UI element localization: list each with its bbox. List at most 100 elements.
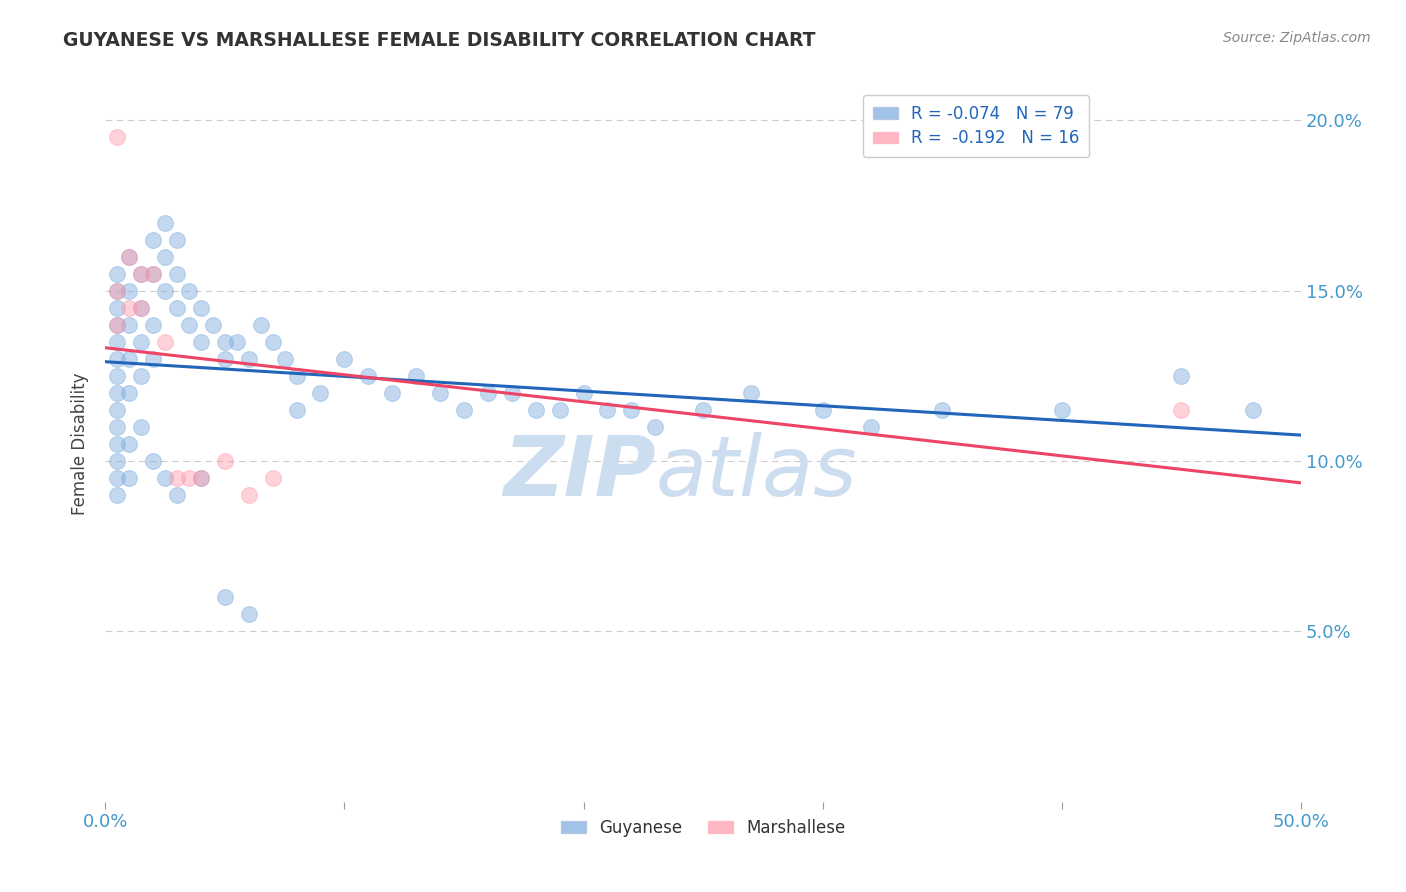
Point	[105, 318, 128, 332]
Point	[1241, 403, 1264, 417]
Point	[238, 351, 260, 366]
Point	[118, 250, 141, 264]
Point	[166, 267, 188, 281]
Point	[214, 351, 236, 366]
Point	[548, 403, 571, 417]
Point	[118, 301, 141, 315]
Point	[190, 301, 212, 315]
Point	[129, 301, 152, 315]
Point	[105, 284, 128, 298]
Point	[105, 437, 128, 451]
Point	[153, 471, 176, 485]
Point	[118, 437, 141, 451]
Point	[129, 334, 152, 349]
Point	[105, 284, 128, 298]
Point	[225, 334, 247, 349]
Point	[118, 318, 141, 332]
Point	[153, 216, 176, 230]
Point	[285, 403, 308, 417]
Point	[129, 267, 152, 281]
Y-axis label: Female Disability: Female Disability	[72, 373, 89, 516]
Point	[859, 420, 882, 434]
Point	[118, 351, 141, 366]
Point	[166, 471, 188, 485]
Point	[105, 334, 128, 349]
Point	[166, 301, 188, 315]
Point	[524, 403, 547, 417]
Point	[166, 488, 188, 502]
Point	[692, 403, 714, 417]
Point	[153, 334, 176, 349]
Point	[501, 385, 523, 400]
Point	[931, 403, 953, 417]
Point	[105, 368, 128, 383]
Point	[405, 368, 427, 383]
Point	[105, 454, 128, 468]
Text: GUYANESE VS MARSHALLESE FEMALE DISABILITY CORRELATION CHART: GUYANESE VS MARSHALLESE FEMALE DISABILIT…	[63, 31, 815, 50]
Point	[105, 471, 128, 485]
Point	[153, 284, 176, 298]
Point	[118, 250, 141, 264]
Point	[105, 488, 128, 502]
Point	[129, 301, 152, 315]
Point	[429, 385, 451, 400]
Point	[118, 471, 141, 485]
Point	[214, 591, 236, 605]
Point	[644, 420, 666, 434]
Point	[357, 368, 380, 383]
Point	[105, 318, 128, 332]
Point	[572, 385, 595, 400]
Point	[142, 318, 165, 332]
Point	[142, 351, 165, 366]
Point	[381, 385, 404, 400]
Point	[105, 267, 128, 281]
Point	[142, 267, 165, 281]
Point	[238, 607, 260, 622]
Point	[620, 403, 643, 417]
Point	[262, 471, 284, 485]
Point	[105, 403, 128, 417]
Point	[1170, 403, 1192, 417]
Point	[333, 351, 356, 366]
Point	[285, 368, 308, 383]
Point	[190, 471, 212, 485]
Point	[142, 267, 165, 281]
Point	[105, 130, 128, 145]
Point	[118, 385, 141, 400]
Text: Source: ZipAtlas.com: Source: ZipAtlas.com	[1223, 31, 1371, 45]
Point	[596, 403, 619, 417]
Point	[1170, 368, 1192, 383]
Point	[262, 334, 284, 349]
Point	[177, 318, 200, 332]
Point	[129, 267, 152, 281]
Point	[201, 318, 224, 332]
Point	[811, 403, 834, 417]
Point	[1050, 403, 1073, 417]
Legend: Guyanese, Marshallese: Guyanese, Marshallese	[554, 812, 852, 843]
Point	[105, 301, 128, 315]
Point	[153, 250, 176, 264]
Point	[190, 334, 212, 349]
Point	[105, 420, 128, 434]
Point	[129, 368, 152, 383]
Point	[142, 233, 165, 247]
Point	[142, 454, 165, 468]
Point	[105, 351, 128, 366]
Point	[105, 385, 128, 400]
Point	[477, 385, 499, 400]
Point	[740, 385, 762, 400]
Point	[190, 471, 212, 485]
Point	[309, 385, 332, 400]
Point	[214, 334, 236, 349]
Point	[238, 488, 260, 502]
Text: ZIP: ZIP	[503, 432, 655, 513]
Point	[249, 318, 271, 332]
Point	[177, 471, 200, 485]
Point	[118, 284, 141, 298]
Point	[273, 351, 295, 366]
Point	[177, 284, 200, 298]
Point	[214, 454, 236, 468]
Point	[453, 403, 475, 417]
Point	[166, 233, 188, 247]
Text: atlas: atlas	[655, 432, 856, 513]
